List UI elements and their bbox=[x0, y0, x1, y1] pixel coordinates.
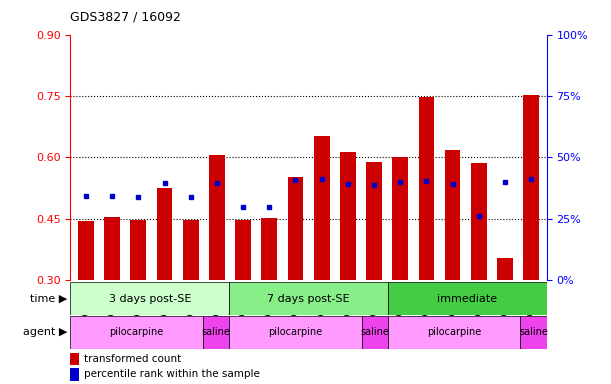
Bar bbox=[340, 152, 356, 280]
Bar bbox=[388, 282, 547, 315]
Bar bbox=[229, 282, 388, 315]
Text: 7 days post-SE: 7 days post-SE bbox=[267, 293, 350, 304]
Bar bbox=[70, 353, 79, 365]
Bar bbox=[392, 157, 408, 280]
Bar bbox=[229, 316, 362, 349]
Bar bbox=[235, 220, 251, 280]
Bar bbox=[445, 150, 461, 280]
Bar bbox=[78, 221, 94, 280]
Bar bbox=[388, 316, 521, 349]
Bar bbox=[70, 316, 203, 349]
Bar bbox=[288, 177, 303, 280]
Bar bbox=[521, 316, 547, 349]
Text: pilocarpine: pilocarpine bbox=[427, 327, 481, 338]
Bar bbox=[523, 95, 539, 280]
Bar bbox=[104, 217, 120, 280]
Bar bbox=[131, 220, 146, 280]
Text: saline: saline bbox=[360, 327, 389, 338]
Bar bbox=[362, 316, 388, 349]
Text: agent ▶: agent ▶ bbox=[23, 327, 67, 338]
Text: pilocarpine: pilocarpine bbox=[109, 327, 164, 338]
Text: 3 days post-SE: 3 days post-SE bbox=[109, 293, 191, 304]
Bar bbox=[156, 188, 172, 280]
Text: saline: saline bbox=[519, 327, 548, 338]
Bar bbox=[203, 316, 229, 349]
Bar bbox=[209, 155, 225, 280]
Text: GDS3827 / 16092: GDS3827 / 16092 bbox=[70, 10, 181, 23]
Bar bbox=[471, 163, 486, 280]
Bar bbox=[314, 136, 329, 280]
Text: pilocarpine: pilocarpine bbox=[268, 327, 323, 338]
Text: percentile rank within the sample: percentile rank within the sample bbox=[84, 369, 260, 379]
Bar bbox=[262, 218, 277, 280]
Bar bbox=[70, 368, 79, 381]
Text: immediate: immediate bbox=[437, 293, 497, 304]
Bar bbox=[183, 220, 199, 280]
Bar bbox=[419, 97, 434, 280]
Bar bbox=[70, 282, 229, 315]
Text: time ▶: time ▶ bbox=[30, 293, 67, 304]
Bar bbox=[366, 162, 382, 280]
Text: saline: saline bbox=[202, 327, 230, 338]
Bar bbox=[497, 258, 513, 280]
Text: transformed count: transformed count bbox=[84, 354, 181, 364]
